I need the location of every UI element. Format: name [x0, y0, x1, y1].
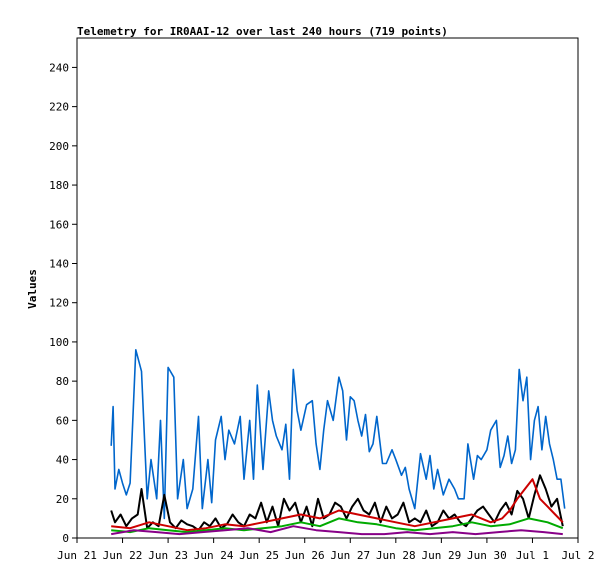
x-tick-label: Jun 26 — [285, 549, 325, 562]
x-tick-label: Jun 30 — [467, 549, 507, 562]
x-tick-label: Jun 25 — [239, 549, 279, 562]
y-tick-label: 60 — [56, 414, 69, 427]
x-tick-label: Jun 24 — [194, 549, 234, 562]
x-axis: Jun 21 Jun 22 Jun 23 Jun 24 Jun 25 Jun 26 Jun … — [57, 538, 595, 562]
y-tick-label: 20 — [56, 493, 69, 506]
y-axis: 0 20 40 60 80 100 120 140 160 180 200 220 240 — [49, 61, 77, 545]
y-axis-label: Values — [26, 269, 39, 309]
x-tick-label: Jul 1 — [516, 549, 549, 562]
x-tick-label: Jul 2 — [561, 549, 594, 562]
y-tick-label: 140 — [49, 257, 69, 270]
y-tick-label: 100 — [49, 336, 69, 349]
y-tick-label: 80 — [56, 375, 69, 388]
series-line-1 — [110, 348, 566, 520]
series-layer — [110, 348, 566, 536]
x-tick-label: Jun 22 — [103, 549, 143, 562]
x-tick-label: Jun 21 — [57, 549, 97, 562]
x-tick-label: Jun 27 — [330, 549, 370, 562]
series-line-2 — [110, 474, 564, 532]
x-tick-label: Jun 29 — [421, 549, 461, 562]
y-tick-label: 120 — [49, 297, 69, 310]
x-tick-label: Jun 28 — [376, 549, 416, 562]
y-tick-label: 40 — [56, 454, 69, 467]
y-tick-label: 180 — [49, 179, 69, 192]
y-tick-label: 240 — [49, 61, 69, 74]
y-tick-label: 220 — [49, 101, 69, 114]
plot-frame — [76, 37, 579, 539]
y-tick-label: 160 — [49, 218, 69, 231]
y-tick-label: 0 — [62, 532, 69, 545]
series-line-3 — [111, 478, 564, 532]
series-line-4 — [111, 517, 564, 534]
y-tick-label: 200 — [49, 140, 69, 153]
chart-title: Telemetry for IR0AAI-12 over last 240 ho… — [77, 25, 448, 38]
series-line-5 — [111, 525, 563, 536]
x-tick-label: Jun 23 — [148, 549, 188, 562]
